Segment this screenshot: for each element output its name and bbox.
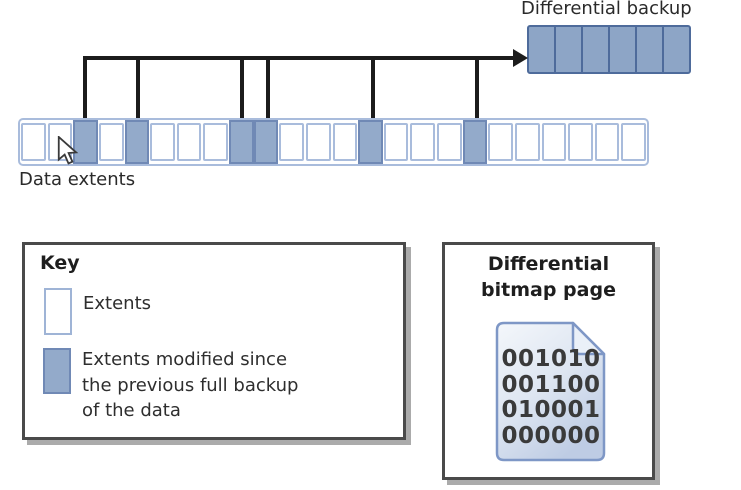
arrow-line — [85, 56, 514, 60]
mouse-cursor-icon — [57, 134, 79, 170]
differential-backup-label: Differential backup — [521, 0, 692, 19]
extent-cell-modified — [73, 120, 98, 164]
backup-cell — [529, 27, 556, 72]
binary-row: 001010 — [501, 346, 601, 372]
extent-cell-modified — [358, 120, 383, 164]
extent-cell-modified — [124, 120, 150, 164]
extent-cell — [437, 123, 462, 161]
key-title: Key — [40, 252, 80, 274]
connector-line — [240, 56, 245, 120]
binary-row: 001100 — [501, 371, 601, 398]
modified-extent-label-line: the previous full backup — [82, 374, 299, 396]
modified-extent-label-line: Extents modified since — [82, 349, 288, 370]
extent-cell — [621, 123, 646, 161]
backup-cell — [556, 27, 583, 72]
binary-row: 000000 — [501, 422, 601, 449]
connector-line — [370, 56, 375, 120]
extent-cell — [203, 123, 228, 161]
extent-cell — [383, 123, 409, 161]
extent-cell — [21, 123, 46, 161]
extent-cell-modified — [229, 120, 254, 164]
bitmap-binary-values: 001010 001100 010001 000000 — [494, 346, 608, 449]
extent-cell — [98, 123, 124, 161]
extent-cell — [488, 123, 513, 161]
unmodified-extent-label: Extents — [83, 293, 152, 314]
binary-row: 010001 — [501, 397, 601, 423]
unmodified-extent-swatch — [44, 288, 72, 335]
connector-line — [135, 56, 140, 120]
key-legend-box: Key Extents Extents modified since the pr… — [22, 242, 406, 440]
extent-cell — [279, 123, 304, 161]
backup-cell — [610, 27, 637, 72]
bitmap-page-icon: 001010 001100 010001 000000 — [494, 321, 608, 462]
connector-line — [266, 56, 271, 120]
bitmap-page-title: Differential bitmap page — [445, 251, 652, 303]
extent-cell — [150, 123, 175, 161]
backup-cell — [583, 27, 610, 72]
modified-extent-swatch — [43, 348, 71, 394]
modified-extent-label: Extents modified since the previous full … — [82, 347, 298, 424]
data-extents-label: Data extents — [19, 169, 136, 190]
differential-backup-strip — [527, 25, 691, 74]
extent-row — [18, 118, 649, 166]
connector-line — [83, 56, 88, 120]
extent-cell-modified — [253, 120, 279, 164]
bitmap-title-line: bitmap page — [481, 279, 616, 301]
extent-cell — [410, 123, 435, 161]
extent-cell — [514, 123, 540, 161]
extent-cell — [305, 123, 331, 161]
backup-cell — [637, 27, 664, 72]
connector-line — [475, 56, 480, 120]
extent-cell — [568, 123, 593, 161]
arrowhead-icon — [513, 49, 528, 67]
extent-cell-modified — [462, 120, 488, 164]
bitmap-title-line: Differential — [487, 253, 610, 275]
extent-cell — [541, 123, 567, 161]
extent-cell — [332, 123, 358, 161]
modified-extent-label-line: of the data — [82, 400, 181, 421]
extent-cell — [176, 123, 202, 161]
backup-cell — [664, 27, 689, 72]
extent-cell — [594, 123, 620, 161]
differential-bitmap-page-box: Differential bitmap page 001010 001100 010… — [442, 242, 655, 480]
